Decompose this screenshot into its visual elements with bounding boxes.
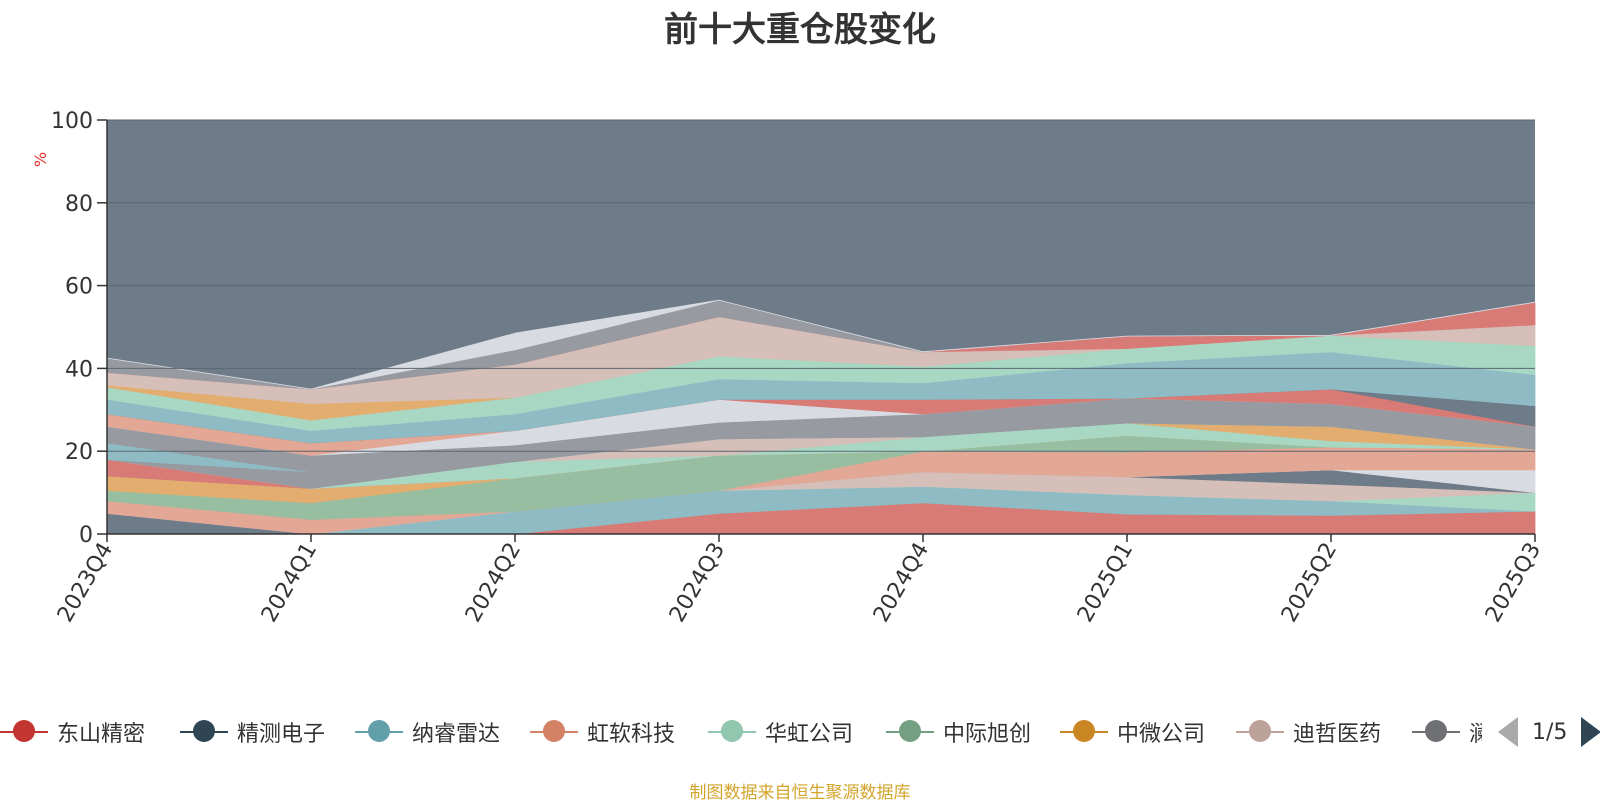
legend-label: 中际旭创	[943, 722, 1032, 747]
legend-label: 东山精密	[57, 722, 146, 747]
y-tick-label-60: 60	[65, 275, 93, 300]
legend-line-icon	[530, 720, 578, 742]
legend-item-8[interactable]: 澜起科技	[1412, 712, 1482, 752]
legend-label: 迪哲医药	[1293, 722, 1382, 747]
legend-label: 中微公司	[1117, 722, 1206, 747]
legend-line-icon	[1412, 720, 1460, 742]
x-tick-label-0: 2023Q4	[53, 539, 118, 627]
x-tick-label-4: 2024Q4	[869, 539, 934, 627]
legend-dot-icon	[193, 720, 215, 742]
legend-page-indicator: 1/5	[1532, 719, 1568, 745]
stacked-area-chart: 0 20 40 60 80 100 2023Q4 2024Q1 2024Q2 2024Q3 2024…	[51, 109, 1546, 627]
legend-label: 澜起科技	[1469, 722, 1482, 747]
y-tick-label-100: 100	[51, 109, 93, 134]
legend-item-2[interactable]: 纳睿雷达	[355, 712, 500, 752]
legend-item-0[interactable]: 东山精密	[0, 712, 145, 752]
legend-dot-icon	[13, 720, 35, 742]
legend-label: 虹软科技	[587, 722, 676, 747]
x-tick-label-6: 2025Q2	[1277, 539, 1342, 627]
legend-item-5[interactable]: 中际旭创	[886, 712, 1031, 752]
x-tick-label-7: 2025Q3	[1481, 539, 1546, 627]
legend-item-1[interactable]: 精测电子	[180, 712, 325, 752]
legend-dot-icon	[1073, 720, 1095, 742]
y-tick-label-80: 80	[65, 192, 93, 217]
legend-items: 东山精密 精测电子 纳睿雷达 虹软科技 华虹公司 中际旭创 中微公司 迪哲医药 澜起科技	[0, 712, 1482, 752]
y-tick-label-40: 40	[65, 357, 93, 382]
source-note: 制图数据来自恒生聚源数据库	[689, 783, 911, 803]
legend-dot-icon	[899, 720, 921, 742]
chart-title: 前十大重仓股变化	[664, 10, 936, 50]
legend-dot-icon	[368, 720, 390, 742]
legend-label: 华虹公司	[765, 722, 854, 747]
y-tick-label-20: 20	[65, 440, 93, 465]
area-series-group	[106, 299, 1536, 535]
legend-item-7[interactable]: 迪哲医药	[1236, 712, 1381, 752]
y-tick-label-0: 0	[79, 523, 93, 548]
legend-dot-icon	[543, 720, 565, 742]
legend-item-6[interactable]: 中微公司	[1060, 712, 1205, 752]
legend-line-icon	[886, 720, 934, 742]
legend-line-icon	[180, 720, 228, 742]
legend: 东山精密 精测电子 纳睿雷达 虹软科技 华虹公司 中际旭创 中微公司 迪哲医药 澜起科技 1/5	[0, 712, 1600, 752]
legend-label: 精测电子	[237, 722, 326, 747]
legend-dot-icon	[1425, 720, 1447, 742]
legend-item-4[interactable]: 华虹公司	[708, 712, 853, 752]
legend-dot-icon	[1249, 720, 1271, 742]
legend-dot-icon	[721, 720, 743, 742]
legend-line-icon	[708, 720, 756, 742]
legend-prev-page-icon[interactable]	[1498, 717, 1518, 747]
legend-label: 纳睿雷达	[412, 722, 501, 747]
legend-line-icon	[355, 720, 403, 742]
legend-next-page-icon[interactable]	[1581, 717, 1600, 747]
x-tick-label-1: 2024Q1	[257, 539, 322, 627]
x-tick-label-3: 2024Q3	[665, 539, 730, 627]
legend-item-3[interactable]: 虹软科技	[530, 712, 675, 752]
x-tick-label-2: 2024Q2	[461, 539, 526, 627]
x-tick-label-5: 2025Q1	[1073, 539, 1138, 627]
area-series-27	[106, 299, 1536, 390]
legend-line-icon	[0, 720, 48, 742]
gridlines	[107, 119, 1535, 452]
legend-line-icon	[1236, 720, 1284, 742]
legend-pager: 1/5	[1498, 712, 1600, 752]
legend-line-icon	[1060, 720, 1108, 742]
